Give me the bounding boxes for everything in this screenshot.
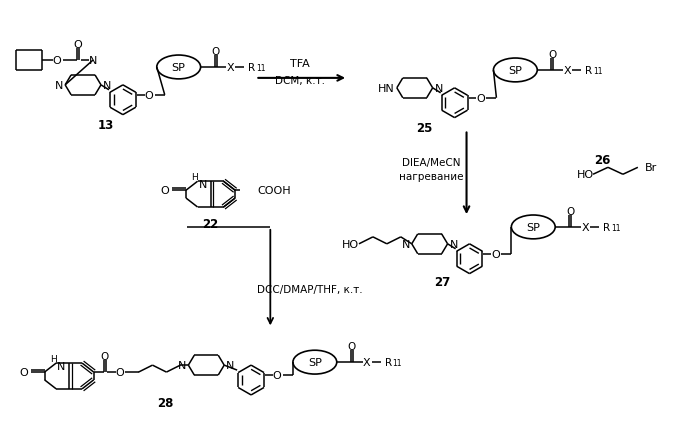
Text: X: X	[581, 222, 589, 232]
Text: N: N	[198, 180, 206, 190]
Text: Br: Br	[645, 163, 657, 173]
Text: O: O	[476, 94, 485, 104]
Text: 13: 13	[98, 119, 114, 132]
Text: DIEA/MeCN: DIEA/MeCN	[402, 158, 461, 168]
Text: 27: 27	[435, 276, 451, 289]
Text: N: N	[401, 239, 410, 249]
Text: DCC/DMAP/THF, к.т.: DCC/DMAP/THF, к.т.	[258, 284, 363, 294]
Text: 11: 11	[611, 224, 620, 232]
Text: N: N	[57, 361, 65, 371]
Text: H: H	[191, 172, 198, 181]
Text: N: N	[226, 360, 234, 370]
Text: N: N	[449, 239, 458, 249]
Text: R: R	[248, 63, 256, 73]
Text: H: H	[50, 354, 57, 363]
Text: O: O	[348, 341, 356, 351]
Text: O: O	[161, 186, 169, 196]
Text: O: O	[116, 367, 124, 377]
Text: O: O	[74, 40, 83, 50]
Text: X: X	[564, 66, 571, 76]
Text: SP: SP	[172, 63, 186, 73]
Text: O: O	[211, 47, 220, 57]
Text: нагревание: нагревание	[400, 172, 464, 182]
Text: COOH: COOH	[257, 186, 290, 196]
Text: 26: 26	[594, 154, 610, 166]
Text: SP: SP	[526, 222, 540, 232]
Text: TFA: TFA	[290, 59, 310, 69]
Text: SP: SP	[508, 66, 522, 76]
Text: 28: 28	[158, 396, 174, 409]
Text: N: N	[178, 360, 186, 370]
Text: O: O	[491, 249, 500, 259]
Text: N: N	[435, 83, 443, 94]
Text: 22: 22	[202, 218, 218, 231]
Text: O: O	[144, 91, 153, 101]
Text: O: O	[52, 56, 62, 66]
Text: DCM, к.т.: DCM, к.т.	[275, 76, 326, 86]
Text: O: O	[272, 370, 281, 380]
Text: SP: SP	[308, 357, 322, 367]
Text: O: O	[566, 206, 574, 217]
Text: O: O	[101, 351, 108, 361]
Text: 25: 25	[416, 122, 433, 135]
Text: HO: HO	[577, 170, 594, 180]
Text: 11: 11	[393, 358, 402, 367]
Text: HN: HN	[378, 83, 395, 94]
Text: R: R	[585, 66, 592, 76]
Text: HO: HO	[342, 239, 359, 249]
Text: R: R	[603, 222, 610, 232]
Text: 11: 11	[593, 67, 603, 76]
Text: N: N	[89, 56, 97, 66]
Text: O: O	[548, 50, 556, 60]
Text: X: X	[363, 357, 370, 367]
Text: N: N	[103, 81, 111, 91]
Text: 11: 11	[256, 64, 266, 73]
Text: N: N	[55, 81, 63, 91]
Text: R: R	[384, 357, 392, 367]
Text: X: X	[227, 63, 235, 73]
Text: O: O	[19, 367, 28, 377]
